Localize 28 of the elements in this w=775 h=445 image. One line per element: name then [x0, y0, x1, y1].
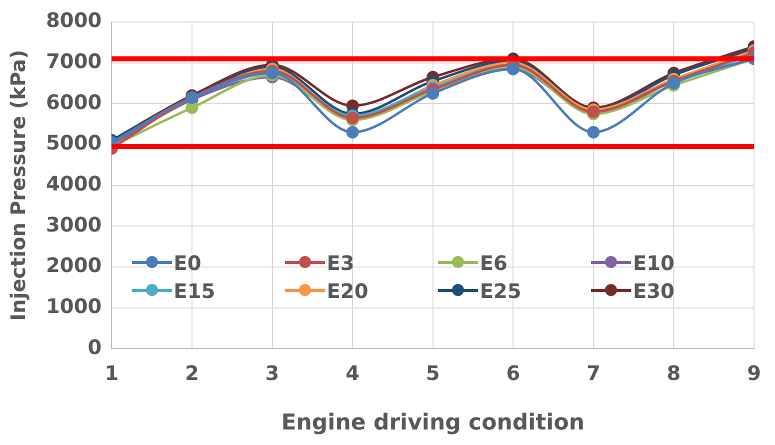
x-tick-label: 2 [185, 360, 199, 385]
legend-label: E0 [174, 250, 202, 275]
x-tick-label: 9 [747, 360, 762, 385]
x-tick-label: 1 [104, 360, 119, 385]
legend-label: E25 [480, 278, 522, 303]
legend-label: E30 [632, 278, 674, 303]
x-tick-label: 3 [265, 360, 280, 385]
y-tick-label: 3000 [46, 212, 102, 236]
y-tick-label: 8000 [46, 8, 102, 32]
legend-label: E20 [326, 278, 368, 303]
y-tick-label: 2000 [46, 253, 102, 278]
legend-label: E10 [632, 250, 674, 275]
y-tick-label: 7000 [46, 49, 102, 74]
y-axis-title: Injection Pressure (kPa) [6, 50, 30, 321]
y-tick-label: 1000 [46, 294, 102, 318]
y-tick-label: 5000 [46, 130, 102, 155]
legend-label: E15 [174, 278, 216, 303]
y-tick-label: 0 [88, 334, 102, 359]
legend-label: E3 [326, 250, 354, 275]
legend-label: E6 [480, 250, 508, 275]
x-tick-label: 4 [346, 360, 360, 385]
x-tick-label: 5 [426, 360, 440, 385]
x-axis-title: Engine driving condition [281, 410, 584, 436]
x-tick-label: 8 [666, 360, 681, 385]
x-tick-label: 7 [586, 360, 600, 385]
x-tick-label: 6 [506, 360, 520, 385]
y-tick-label: 6000 [46, 90, 102, 114]
y-tick-label: 4000 [46, 172, 102, 196]
